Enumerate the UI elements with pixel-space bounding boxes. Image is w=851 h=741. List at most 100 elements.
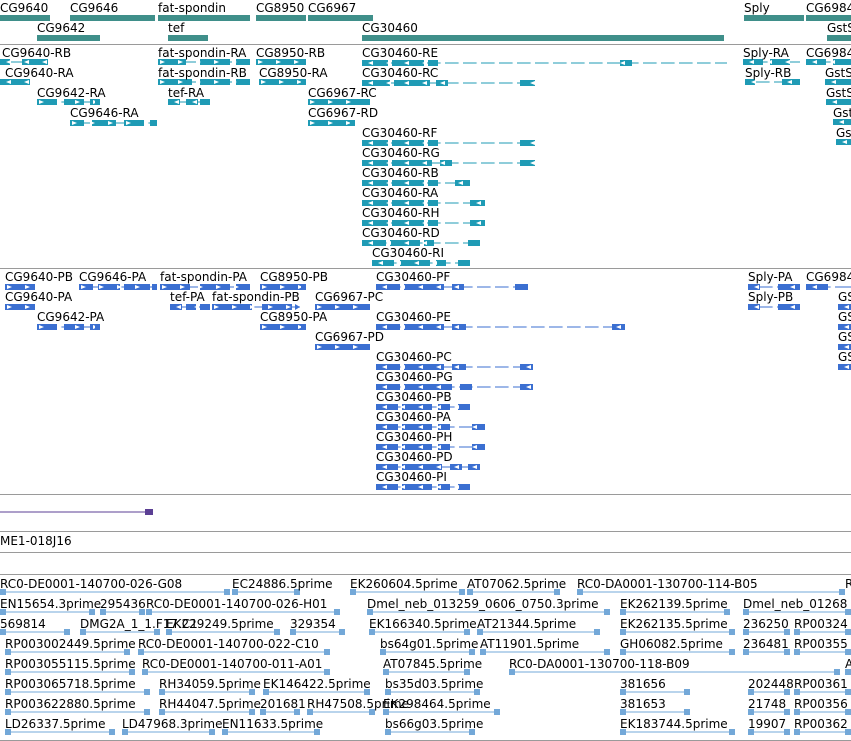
exon-block[interactable] — [402, 404, 432, 410]
gene-span-bar[interactable] — [806, 15, 851, 21]
est-block[interactable] — [577, 589, 583, 595]
exon-block[interactable] — [402, 484, 432, 490]
exon-block[interactable] — [428, 220, 438, 226]
est-block[interactable] — [794, 629, 800, 635]
exon-block[interactable] — [376, 284, 400, 290]
feature-label-cg6967[interactable]: CG6967 — [308, 1, 357, 15]
feature-label-me1-018j16[interactable]: ME1-018J16 — [0, 534, 72, 548]
est-block[interactable] — [307, 709, 313, 715]
feature-label-cg8950-ra[interactable]: CG8950-RA — [259, 66, 328, 80]
est-block[interactable] — [469, 729, 475, 735]
est-block[interactable] — [249, 689, 255, 695]
feature-label-rc0-de0001-140700-026-h01[interactable]: RC0-DE0001-140700-026-H01 — [146, 597, 328, 611]
est-block[interactable] — [845, 629, 851, 635]
est-block[interactable] — [834, 669, 840, 675]
feature-label-cg30460-pg[interactable]: CG30460-PG — [376, 370, 453, 384]
feature-label-bs64g01-5prime[interactable]: bs64g01.5prime — [380, 637, 479, 651]
feature-label-rp00361[interactable]: RP00361 — [794, 677, 848, 691]
est-block[interactable] — [0, 629, 6, 635]
exon-block[interactable] — [5, 304, 35, 310]
est-block[interactable] — [5, 669, 11, 675]
est-block[interactable] — [385, 729, 391, 735]
est-block[interactable] — [464, 669, 470, 675]
est-block[interactable] — [794, 729, 800, 735]
feature-label-236481[interactable]: 236481 — [743, 637, 789, 651]
exon-block[interactable] — [160, 284, 190, 290]
feature-label-cg30460-pc[interactable]: CG30460-PC — [376, 350, 452, 364]
exon-block[interactable] — [770, 59, 790, 65]
feature-label-236250[interactable]: 236250 — [743, 617, 789, 631]
exon-block[interactable] — [315, 344, 370, 350]
feature-label-gh06082-5prime[interactable]: GH06082.5prime — [620, 637, 723, 651]
feature-label-cg9646-pa[interactable]: CG9646-PA — [79, 270, 147, 284]
gene-span-bar[interactable] — [744, 15, 804, 21]
gene-span-bar[interactable] — [37, 35, 100, 41]
feature-label-en11633-5prime[interactable]: EN11633.5prime — [222, 717, 324, 731]
est-block[interactable] — [845, 649, 851, 655]
est-block[interactable] — [794, 709, 800, 715]
exon-block[interactable] — [520, 140, 535, 146]
est-block[interactable] — [748, 729, 754, 735]
feature-label-rp00324[interactable]: RP00324 — [794, 617, 848, 631]
exon-block[interactable] — [520, 80, 535, 86]
est-block[interactable] — [100, 609, 106, 615]
feature-label-201681[interactable]: 201681 — [260, 697, 306, 711]
feature-label-cg9640[interactable]: CG9640 — [0, 1, 49, 15]
est-block[interactable] — [748, 709, 754, 715]
est-block[interactable] — [166, 629, 172, 635]
exon-block[interactable] — [438, 424, 450, 430]
exon-block[interactable] — [236, 59, 250, 65]
feature-label-dmel-neb-01268[interactable]: Dmel_neb_01268 — [743, 597, 848, 611]
est-block[interactable] — [845, 669, 851, 675]
exon-block[interactable] — [64, 324, 84, 330]
est-block[interactable] — [369, 709, 375, 715]
feature-label-cg30460-pa[interactable]: CG30460-PA — [376, 410, 451, 424]
est-block[interactable] — [620, 729, 626, 735]
feature-label-rp00355[interactable]: RP00355 — [794, 637, 848, 651]
est-block[interactable] — [620, 629, 626, 635]
exon-block[interactable] — [428, 60, 438, 66]
est-block[interactable] — [784, 709, 790, 715]
est-block[interactable] — [129, 669, 135, 675]
feature-label-cg9640-ra[interactable]: CG9640-RA — [5, 66, 74, 80]
est-block[interactable] — [784, 649, 790, 655]
exon-block[interactable] — [404, 324, 444, 330]
exon-block[interactable] — [0, 79, 30, 85]
exon-block[interactable] — [5, 284, 35, 290]
est-block[interactable] — [684, 689, 690, 695]
feature-label-cg30460[interactable]: CG30460 — [362, 21, 418, 35]
exon-block[interactable] — [362, 60, 388, 66]
feature-label-cg6967-pd[interactable]: CG6967-PD — [315, 330, 385, 344]
exon-block[interactable] — [37, 324, 57, 330]
est-block[interactable] — [5, 729, 11, 735]
feature-label-rc0-de0001-140700-022-c10[interactable]: RC0-DE0001-140700-022-C10 — [138, 637, 319, 651]
est-block[interactable] — [260, 709, 266, 715]
exon-block[interactable] — [472, 444, 485, 450]
est-block[interactable] — [784, 689, 790, 695]
feature-label-ek260604-5prime[interactable]: EK260604.5prime — [350, 577, 458, 591]
feature-label-tef-pa[interactable]: tef-PA — [170, 290, 205, 304]
feature-label-19907[interactable]: 19907 — [748, 717, 787, 731]
exon-block[interactable] — [362, 180, 388, 186]
est-block[interactable] — [334, 609, 340, 615]
est-block[interactable] — [845, 709, 851, 715]
est-block[interactable] — [294, 589, 300, 595]
feature-label-ek146422-5prime[interactable]: EK146422.5prime — [263, 677, 371, 691]
feature-label-cg8950-pa[interactable]: CG8950-PA — [260, 310, 328, 324]
est-block[interactable] — [845, 609, 851, 615]
feature-label-rh47508-5prime[interactable]: RH47508.5prime — [307, 697, 409, 711]
exon-block[interactable] — [37, 99, 57, 105]
exon-block[interactable] — [200, 284, 230, 290]
exon-block[interactable] — [376, 384, 400, 390]
est-block[interactable] — [324, 649, 330, 655]
feature-label-cg6967-rc[interactable]: CG6967-RC — [308, 86, 377, 100]
est-block[interactable] — [845, 689, 851, 695]
exon-block[interactable] — [428, 180, 438, 186]
est-block[interactable] — [274, 629, 280, 635]
exon-block[interactable] — [98, 284, 120, 290]
exon-block[interactable] — [308, 99, 370, 105]
feature-label-cg9642-pa[interactable]: CG9642-PA — [37, 310, 105, 324]
feature-label-bs35d03-5prime[interactable]: bs35d03.5prime — [385, 677, 484, 691]
est-block[interactable] — [383, 709, 389, 715]
exon-block[interactable] — [833, 59, 851, 65]
